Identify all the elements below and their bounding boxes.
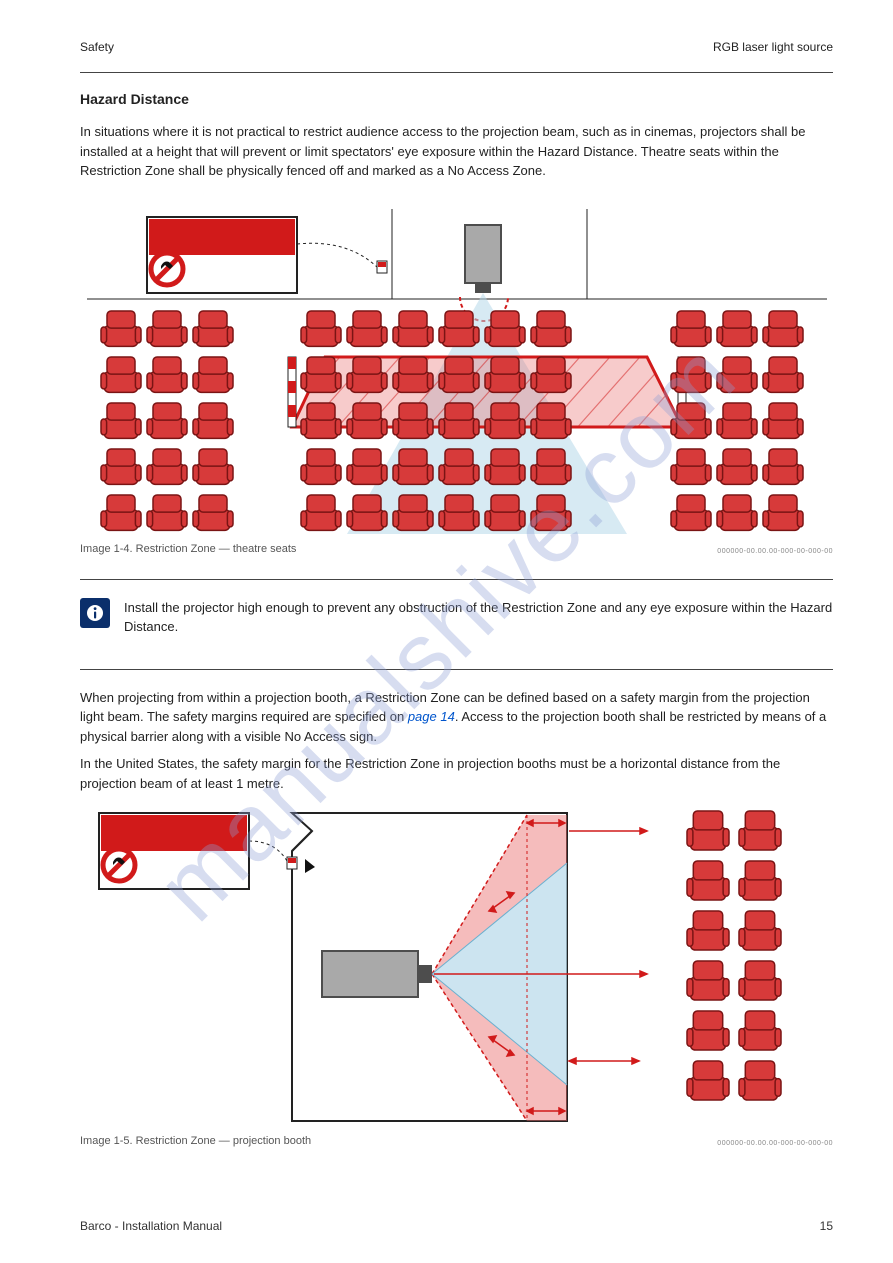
header-rule <box>80 72 833 73</box>
booth-audience-seats <box>687 811 781 1100</box>
mid-rule-1 <box>80 579 833 580</box>
caption-text-2: Image 1-5. Restriction Zone — projection… <box>80 1135 311 1147</box>
diagram1-caption: Image 1-4. Restriction Zone — theatre se… <box>80 543 833 555</box>
paragraph-2: When projecting from within a projection… <box>80 688 833 747</box>
info-note: Install the projector high enough to pre… <box>80 598 833 645</box>
projector-icon-2 <box>322 951 432 997</box>
mid-rule-2 <box>80 669 833 670</box>
caption-text: Image 1-4. Restriction Zone — theatre se… <box>80 543 296 555</box>
caption-code-2: 000000-00.00.00-000-00-000-00 <box>717 1140 833 1147</box>
page-header: Safety RGB laser light source <box>80 40 833 54</box>
section-title: Hazard Distance <box>80 91 833 107</box>
paragraph-1: In situations where it is not practical … <box>80 122 833 181</box>
theatre-seats-group <box>101 311 803 530</box>
no-access-sign-callout-2 <box>99 813 287 889</box>
footer-left: Barco - Installation Manual <box>80 1219 222 1233</box>
page-link[interactable]: page 14 <box>408 709 455 724</box>
info-icon <box>80 598 110 628</box>
footer-page-number: 15 <box>820 1219 833 1233</box>
diagram-projection-booth <box>80 801 833 1131</box>
diagram2-caption: Image 1-5. Restriction Zone — projection… <box>80 1135 833 1147</box>
info-text: Install the projector high enough to pre… <box>124 598 833 637</box>
no-access-sign-callout <box>147 217 387 293</box>
paragraph-3: In the United States, the safety margin … <box>80 754 833 793</box>
header-right: RGB laser light source <box>713 40 833 54</box>
page-footer: Barco - Installation Manual 15 <box>80 1219 833 1233</box>
projector-icon <box>465 225 501 293</box>
header-left: Safety <box>80 40 114 54</box>
diagram-theatre-seats <box>80 189 833 539</box>
caption-code: 000000-00.00.00-000-00-000-00 <box>717 548 833 555</box>
